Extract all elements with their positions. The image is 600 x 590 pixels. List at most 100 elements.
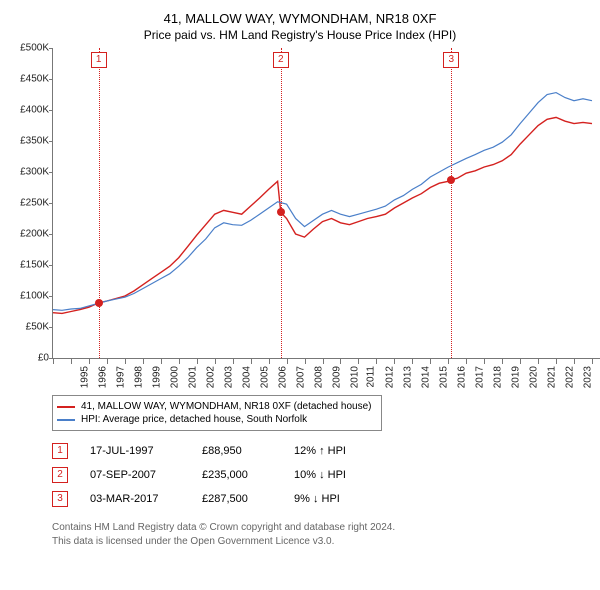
- sale-marker-box: 2: [273, 52, 289, 68]
- x-axis-tick-mark: [251, 358, 252, 364]
- sales-row-price: £235,000: [202, 469, 272, 481]
- x-axis-tick-label: 2000: [169, 366, 180, 388]
- x-axis-tick-mark: [358, 358, 359, 364]
- y-axis-tick-label: £400K: [11, 105, 49, 116]
- series-line-red: [53, 118, 592, 314]
- x-axis-tick-mark: [394, 358, 395, 364]
- y-axis-tick-mark: [49, 296, 53, 297]
- sale-marker-dot: [277, 208, 285, 216]
- x-axis-tick-mark: [125, 358, 126, 364]
- legend-item: 41, MALLOW WAY, WYMONDHAM, NR18 0XF (det…: [57, 400, 377, 413]
- sale-marker-line: [451, 48, 452, 358]
- x-axis-tick-mark: [466, 358, 467, 364]
- x-axis-tick-mark: [233, 358, 234, 364]
- x-axis-tick-label: 2023: [582, 366, 593, 388]
- y-axis-tick-label: £500K: [11, 43, 49, 54]
- sales-row-pct: 9% ↓ HPI: [294, 493, 374, 505]
- y-axis-tick-label: £250K: [11, 198, 49, 209]
- x-axis-tick-label: 2021: [546, 366, 557, 388]
- sale-marker-box: 3: [443, 52, 459, 68]
- x-axis-tick-mark: [287, 358, 288, 364]
- sale-marker-line: [281, 48, 282, 358]
- sales-table: 117-JUL-1997£88,95012% ↑ HPI207-SEP-2007…: [52, 439, 590, 511]
- sales-row-date: 17-JUL-1997: [90, 445, 180, 457]
- x-axis-tick-mark: [143, 358, 144, 364]
- sales-table-row: 2 07-SEP-2007 £235,000 10% ↓ HPI: [52, 463, 590, 487]
- legend-swatch: [57, 419, 75, 421]
- y-axis-tick-mark: [49, 79, 53, 80]
- x-axis-tick-label: 2009: [331, 366, 342, 388]
- y-axis-tick-mark: [49, 327, 53, 328]
- x-axis-tick-mark: [340, 358, 341, 364]
- x-axis-tick-label: 2011: [366, 366, 377, 388]
- x-axis-tick-label: 2004: [241, 366, 252, 388]
- x-axis-tick-mark: [538, 358, 539, 364]
- sales-row-price: £287,500: [202, 493, 272, 505]
- x-axis-tick-label: 1998: [133, 366, 144, 388]
- x-axis-tick-label: 2016: [457, 366, 468, 388]
- y-axis-tick-mark: [49, 234, 53, 235]
- x-axis-tick-mark: [502, 358, 503, 364]
- y-axis-tick-mark: [49, 141, 53, 142]
- x-axis-tick-mark: [197, 358, 198, 364]
- chart-plot-area: £0£50K£100K£150K£200K£250K£300K£350K£400…: [52, 48, 600, 359]
- sales-row-number: 1: [52, 443, 68, 459]
- x-axis-tick-mark: [215, 358, 216, 364]
- x-axis-tick-label: 2020: [528, 366, 539, 388]
- y-axis-tick-mark: [49, 265, 53, 266]
- y-axis-tick-label: £0: [11, 353, 49, 364]
- x-axis-tick-label: 2006: [277, 366, 288, 388]
- footer-line1: Contains HM Land Registry data © Crown c…: [52, 521, 590, 535]
- y-axis-tick-label: £450K: [11, 74, 49, 85]
- series-line-blue: [53, 93, 592, 311]
- y-axis-tick-label: £350K: [11, 136, 49, 147]
- sales-row-price: £88,950: [202, 445, 272, 457]
- x-axis-tick-label: 2010: [349, 366, 360, 388]
- x-axis-tick-mark: [430, 358, 431, 364]
- x-axis-tick-label: 2014: [421, 366, 432, 388]
- y-axis-tick-label: £200K: [11, 229, 49, 240]
- legend-item: HPI: Average price, detached house, Sout…: [57, 413, 377, 426]
- x-axis-tick-label: 2002: [205, 366, 216, 388]
- x-axis-tick-mark: [161, 358, 162, 364]
- x-axis-tick-mark: [71, 358, 72, 364]
- x-axis-tick-label: 2013: [403, 366, 414, 388]
- line-chart-svg: [53, 48, 600, 358]
- x-axis-tick-label: 2005: [259, 366, 270, 388]
- x-axis-tick-mark: [53, 358, 54, 364]
- x-axis-tick-mark: [484, 358, 485, 364]
- x-axis-tick-mark: [269, 358, 270, 364]
- sale-marker-dot: [95, 299, 103, 307]
- x-axis-tick-label: 2003: [223, 366, 234, 388]
- y-axis-tick-mark: [49, 203, 53, 204]
- y-axis-tick-mark: [49, 172, 53, 173]
- x-axis-tick-mark: [592, 358, 593, 364]
- y-axis-tick-label: £50K: [11, 322, 49, 333]
- x-axis-tick-mark: [520, 358, 521, 364]
- sales-row-number: 2: [52, 467, 68, 483]
- sales-row-pct: 10% ↓ HPI: [294, 469, 374, 481]
- y-axis-tick-mark: [49, 48, 53, 49]
- chart-title-line1: 41, MALLOW WAY, WYMONDHAM, NR18 0XF: [10, 10, 590, 28]
- x-axis-tick-label: 2001: [187, 366, 198, 388]
- x-axis-tick-label: 2012: [385, 366, 396, 388]
- legend-label: 41, MALLOW WAY, WYMONDHAM, NR18 0XF (det…: [81, 401, 371, 412]
- legend-swatch: [57, 406, 75, 408]
- sale-marker-line: [99, 48, 100, 358]
- x-axis-tick-mark: [376, 358, 377, 364]
- x-axis-tick-label: 2008: [313, 366, 324, 388]
- sales-row-number: 3: [52, 491, 68, 507]
- x-axis-tick-mark: [448, 358, 449, 364]
- x-axis-tick-label: 2007: [295, 366, 306, 388]
- x-axis-tick-mark: [323, 358, 324, 364]
- y-axis-tick-label: £100K: [11, 291, 49, 302]
- y-axis-tick-label: £300K: [11, 167, 49, 178]
- x-axis-tick-mark: [179, 358, 180, 364]
- x-axis-tick-label: 2015: [439, 366, 450, 388]
- legend-label: HPI: Average price, detached house, Sout…: [81, 414, 307, 425]
- x-axis-tick-mark: [89, 358, 90, 364]
- sales-row-date: 07-SEP-2007: [90, 469, 180, 481]
- chart-legend: 41, MALLOW WAY, WYMONDHAM, NR18 0XF (det…: [52, 395, 382, 431]
- sales-table-row: 303-MAR-2017£287,5009% ↓ HPI: [52, 487, 590, 511]
- x-axis-tick-label: 2022: [564, 366, 575, 388]
